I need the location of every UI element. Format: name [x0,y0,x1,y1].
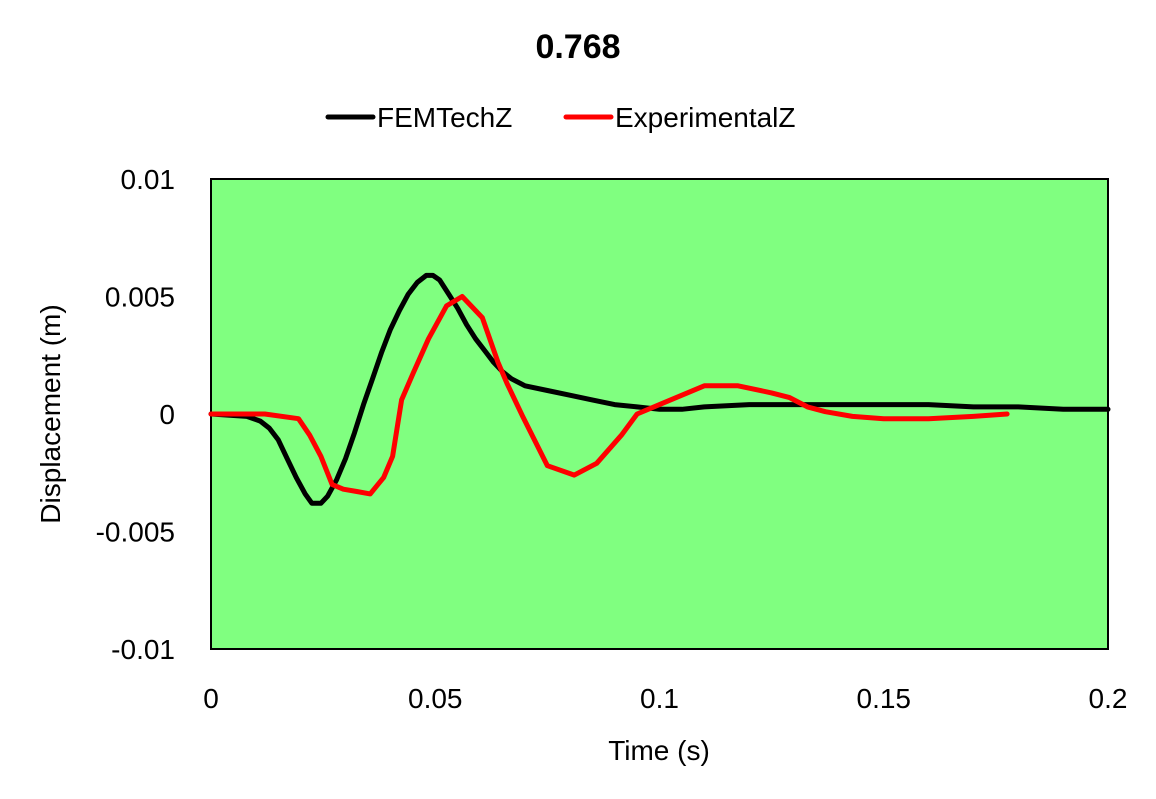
x-tick-label: 0 [203,683,219,714]
y-tick-label: 0.005 [105,282,175,313]
x-tick-label: 0.05 [408,683,463,714]
legend-label-experimentalz: ExperimentalZ [615,102,796,133]
y-tick-label: -0.01 [111,634,175,665]
y-axis-title: Displacement (m) [35,304,66,523]
x-axis-title: Time (s) [608,735,710,766]
x-axis-ticks: 0 0.05 0.1 0.15 0.2 [203,683,1127,714]
y-axis-ticks: 0.01 0.005 0 -0.005 -0.01 [96,164,175,665]
y-tick-label: -0.005 [96,517,175,548]
series-layer [208,272,1111,506]
x-tick-label: 0.15 [857,683,912,714]
legend: FEMTechZ ExperimentalZ [325,102,796,133]
series-line-experimentalz [208,294,1010,497]
y-tick-label: 0 [159,399,175,430]
y-tick-label: 0.01 [121,164,176,195]
x-tick-label: 0.2 [1089,683,1128,714]
x-tick-label: 0.1 [640,683,679,714]
chart-title: 0.768 [535,28,620,66]
legend-label-femtechz: FEMTechZ [377,102,512,133]
